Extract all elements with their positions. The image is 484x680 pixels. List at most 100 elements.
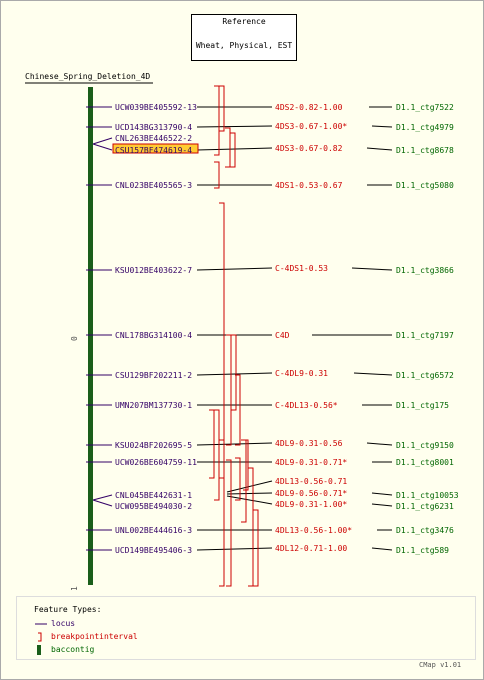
connector-line — [226, 495, 273, 505]
breakpoint-label[interactable]: 4DL9-0.56-0.71* — [275, 489, 347, 498]
breakpoint-bracket[interactable] — [230, 132, 236, 168]
breakpoint-label[interactable]: 4DL12-0.71-1.00 — [275, 544, 347, 553]
contig-label[interactable]: D1.1_ctg3866 — [396, 266, 454, 275]
contig-labels: D1.1_ctg7522 D1.1_ctg4979 D1.1_ctg8678 D1.1… — [396, 103, 459, 555]
contig-label[interactable]: D1.1_ctg10053 — [396, 491, 459, 500]
contig-label[interactable]: D1.1_ctg8678 — [396, 146, 454, 155]
breakpoint-bracket[interactable] — [241, 439, 247, 523]
bracket-icon — [38, 632, 42, 642]
contig-label[interactable]: D1.1_ctg7522 — [396, 103, 454, 112]
locus-fan-line — [92, 137, 113, 145]
breakpoint-bracket[interactable] — [209, 409, 215, 479]
connector-line — [196, 372, 273, 376]
connector-line — [196, 547, 273, 551]
connector-line — [371, 503, 393, 507]
connector-line — [371, 492, 393, 496]
connector-line — [366, 442, 393, 446]
breakpoint-label[interactable]: 4DS2-0.82-1.00 — [275, 103, 343, 112]
breakpoint-bracket[interactable] — [235, 374, 241, 446]
breakpoint-label[interactable]: 4DS3-0.67-0.82 — [275, 144, 343, 153]
contig-label[interactable]: D1.1_ctg6231 — [396, 502, 454, 511]
breakpoint-label[interactable]: C-4DS1-0.53 — [275, 264, 328, 273]
contig-label[interactable]: D1.1_ctg4979 — [396, 123, 454, 132]
breakpoint-labels: 4DS2-0.82-1.00 4DS3-0.67-1.00* 4DS3-0.67-0… — [275, 103, 352, 553]
chromosome-bar[interactable] — [88, 87, 93, 585]
locus-labels: UCW039BE405592-13 UCD143BG313790-4 CNL263B… — [112, 103, 199, 555]
cmap-version: CMap v1.01 — [419, 661, 462, 669]
locus-label[interactable]: CNL023BE405565-3 — [115, 181, 192, 190]
connector-line — [226, 480, 273, 493]
locus-label[interactable]: UCW039BE405592-13 — [115, 103, 197, 112]
contig-label[interactable]: D1.1_ctg6572 — [396, 371, 454, 380]
locus-label[interactable]: UNL002BE444616-3 — [115, 526, 192, 535]
contig-box-icon — [37, 645, 41, 655]
breakpoint-label[interactable]: 4DL13-0.56-1.00* — [275, 526, 352, 535]
connector-line — [371, 125, 393, 128]
connector-line — [351, 267, 393, 271]
legend-label-contig: baccontig — [51, 645, 95, 654]
breakpoint-bracket[interactable] — [248, 467, 254, 587]
breakpoint-label[interactable]: C4D — [275, 331, 290, 340]
locus-fan-line — [92, 143, 113, 151]
locus-label[interactable]: CNL263BE446522-2 — [115, 134, 192, 143]
breakpoint-bracket[interactable] — [214, 85, 220, 156]
breakpoint-label[interactable]: 4DS3-0.67-1.00* — [275, 122, 347, 131]
reference-title: Reference — [222, 17, 266, 26]
breakpoint-bracket[interactable] — [235, 457, 241, 501]
breakpoint-bracket[interactable] — [219, 202, 225, 587]
breakpoint-bracket[interactable] — [214, 161, 220, 189]
locus-label[interactable]: KSU012BE403622-7 — [115, 266, 192, 275]
breakpoint-label[interactable]: 4DS1-0.53-0.67 — [275, 181, 343, 190]
contig-label[interactable]: D1.1_ctg9150 — [396, 441, 454, 450]
breakpoint-bracket[interactable] — [226, 334, 232, 446]
breakpoint-label[interactable]: 4DL9-0.31-0.56 — [275, 439, 343, 448]
reference-box[interactable]: Reference Wheat, Physical, EST — [191, 14, 297, 61]
breakpoint-brackets — [209, 85, 259, 587]
connector-line — [353, 372, 393, 376]
breakpoint-bracket[interactable] — [219, 85, 225, 132]
contig-label[interactable]: D1.1_ctg7197 — [396, 331, 454, 340]
contig-label[interactable]: D1.1_ctg589 — [396, 546, 449, 555]
locus-label[interactable]: UCD149BE495406-3 — [115, 546, 192, 555]
locus-label[interactable]: UMN207BM137730-1 — [115, 401, 192, 410]
locus-label[interactable]: CNL045BE442631-1 — [115, 491, 192, 500]
contig-label[interactable]: D1.1_ctg3476 — [396, 526, 454, 535]
locus-label[interactable]: UCD143BG313790-4 — [115, 123, 192, 132]
connector-line — [196, 442, 273, 446]
breakpoint-bracket[interactable] — [225, 127, 231, 168]
locus-label[interactable]: KSU024BF202695-5 — [115, 441, 192, 450]
locus-fan-line — [92, 499, 113, 507]
breakpoint-bracket[interactable] — [253, 509, 259, 587]
breakpoint-label[interactable]: 4DL9-0.31-1.00* — [275, 500, 347, 509]
connector-line — [196, 125, 273, 128]
contig-label[interactable]: D1.1_ctg175 — [396, 401, 449, 410]
locus-label[interactable]: UCW095BE494030-2 — [115, 502, 192, 511]
locus-fan-line — [92, 494, 113, 501]
breakpoint-bracket[interactable] — [231, 334, 237, 411]
locus-line-icon — [35, 623, 47, 625]
locus-label[interactable]: UCW026BE604759-11 — [115, 458, 197, 467]
connector-line — [366, 147, 393, 151]
breakpoint-label[interactable]: C-4DL13-0.56* — [275, 401, 338, 410]
contig-label[interactable]: D1.1_ctg5080 — [396, 181, 454, 190]
breakpoint-bracket[interactable] — [219, 439, 225, 479]
breakpoint-bracket[interactable] — [226, 459, 232, 587]
breakpoint-label[interactable]: C-4DL9-0.31 — [275, 369, 328, 378]
breakpoint-bracket[interactable] — [214, 409, 220, 501]
breakpoint-label[interactable]: 4DL13-0.56-0.71 — [275, 477, 347, 486]
connector-line — [196, 267, 273, 271]
reference-subtitle: Wheat, Physical, EST — [195, 41, 293, 50]
connector-lines — [196, 106, 393, 551]
locus-ticks — [86, 106, 113, 551]
legend-label-breakpoint: breakpointinterval — [51, 632, 138, 641]
locus-label[interactable]: CNL178BG314100-4 — [115, 331, 192, 340]
breakpoint-label[interactable]: 4DL9-0.31-0.71* — [275, 458, 347, 467]
contig-label[interactable]: D1.1_ctg8001 — [396, 458, 454, 467]
locus-label[interactable]: CSU129BF202211-2 — [115, 371, 192, 380]
map-title[interactable]: Chinese_Spring_Deletion_4D — [25, 72, 150, 81]
connector-line — [226, 492, 273, 495]
legend-title: Feature Types: — [34, 605, 102, 614]
locus-label[interactable]: CSU157BF474619-4 — [115, 146, 192, 155]
connector-line — [371, 547, 393, 551]
